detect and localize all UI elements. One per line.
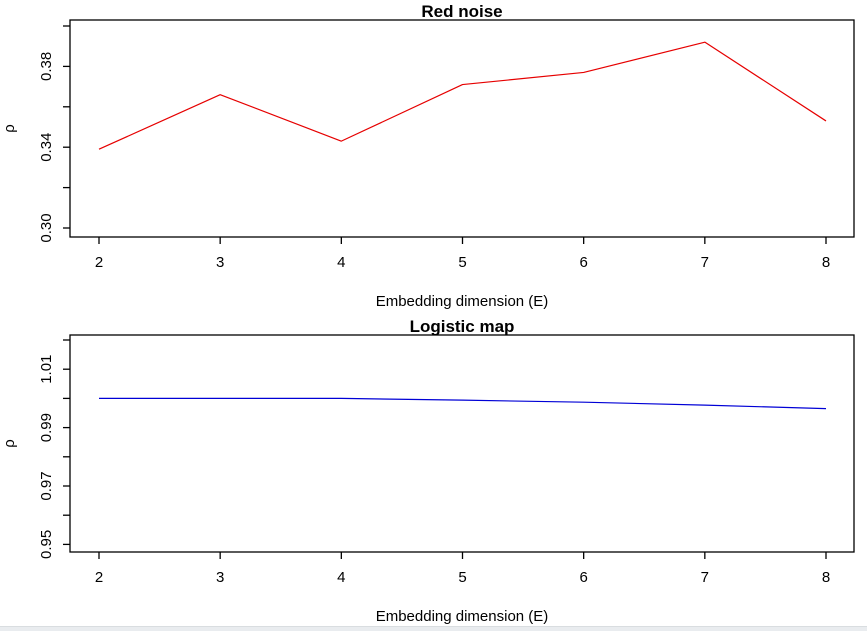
x-tick-label: 2 bbox=[95, 254, 103, 271]
plot-box bbox=[69, 334, 855, 553]
data-line bbox=[99, 397, 827, 410]
x-tick-label: 8 bbox=[822, 254, 830, 271]
y-tick-label: 0.38 bbox=[38, 52, 55, 81]
red-noise-chart: 2 3 4 5 6 7 8 0.30 0.34 0.38 Red noise Embedding di… bbox=[1, 2, 855, 310]
x-tick-label: 8 bbox=[822, 569, 830, 586]
x-axis-label: Embedding dimension (E) bbox=[376, 608, 549, 625]
x-tick-label: 3 bbox=[216, 254, 224, 271]
chart-title: Red noise bbox=[421, 2, 502, 21]
y-tick-label: 0.30 bbox=[38, 213, 55, 242]
y-tick-label: 0.97 bbox=[38, 471, 55, 500]
window-edge-strip bbox=[0, 626, 867, 631]
x-tick-label: 2 bbox=[95, 569, 103, 586]
x-axis-label: Embedding dimension (E) bbox=[376, 293, 549, 310]
y-axis-label: ρ bbox=[1, 124, 18, 133]
data-line bbox=[98, 41, 827, 150]
y-axis-label: ρ bbox=[1, 439, 18, 448]
plot-box bbox=[69, 19, 855, 238]
x-tick-label: 5 bbox=[458, 254, 466, 271]
x-tick-label: 5 bbox=[458, 569, 466, 586]
y-tick-label: 1.01 bbox=[38, 355, 55, 384]
x-tick-label: 4 bbox=[337, 569, 345, 586]
x-tick-label: 6 bbox=[579, 254, 587, 271]
logistic-map-chart: 2 3 4 5 6 7 8 0.95 0.97 0.99 1.01 Logistic map Embed… bbox=[1, 317, 855, 625]
x-tick-label: 7 bbox=[701, 254, 709, 271]
chart-title: Logistic map bbox=[410, 317, 515, 336]
y-tick-label: 0.99 bbox=[38, 413, 55, 442]
x-tick-label: 3 bbox=[216, 569, 224, 586]
x-tick-label: 6 bbox=[579, 569, 587, 586]
y-tick-label: 0.95 bbox=[38, 530, 55, 559]
x-tick-label: 7 bbox=[701, 569, 709, 586]
x-tick-label: 4 bbox=[337, 254, 345, 271]
y-tick-label: 0.34 bbox=[38, 133, 55, 162]
